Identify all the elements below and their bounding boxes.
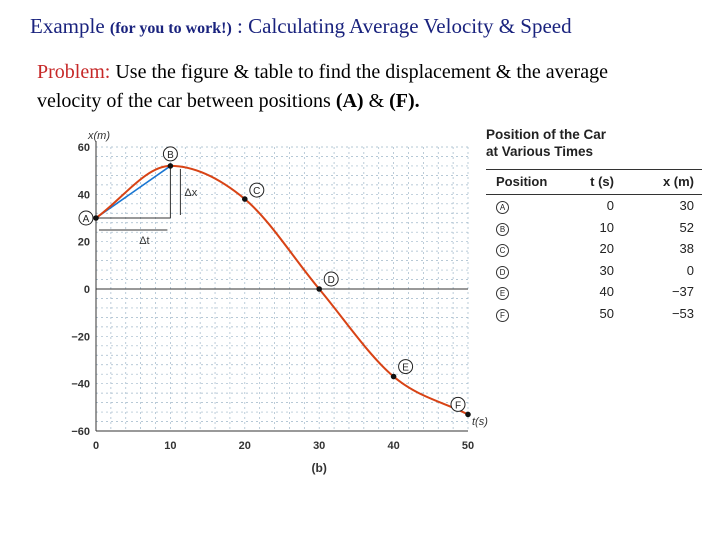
x-tick-label: 40 bbox=[387, 440, 399, 452]
point-marker-label: F bbox=[455, 400, 461, 411]
table-row: B 10 52 bbox=[486, 217, 702, 239]
problem-text: Use the figure & table to find the displ… bbox=[37, 61, 608, 112]
point-marker-circle bbox=[450, 396, 466, 412]
table-header: Position t (s) x (m) bbox=[486, 169, 702, 195]
cell-position: −37 bbox=[671, 284, 694, 300]
cell-position: 38 bbox=[679, 241, 694, 257]
position-table: Position of the Car at Various Times Pos… bbox=[486, 126, 702, 325]
table-caption-line1: Position of the Car bbox=[486, 127, 607, 142]
cell-position: −53 bbox=[671, 305, 694, 321]
problem-statement: Problem: Use the figure & table to find … bbox=[37, 58, 677, 116]
point-marker-label: D bbox=[328, 275, 335, 286]
point-marker-circle bbox=[323, 271, 339, 287]
delta-x-label: Δx bbox=[184, 187, 197, 199]
title-rest: : Calculating Average Velocity & Speed bbox=[237, 14, 572, 38]
position-marker-f: F bbox=[496, 308, 509, 322]
x-axis-label: t(s) bbox=[472, 416, 488, 428]
table-caption-line2: at Various Times bbox=[486, 144, 594, 159]
y-tick-label: −20 bbox=[71, 331, 90, 343]
point-marker-label: C bbox=[253, 186, 260, 197]
data-point bbox=[242, 196, 248, 202]
y-tick-label: 60 bbox=[78, 142, 90, 154]
position-marker-b: B bbox=[496, 222, 509, 236]
position-marker-d: D bbox=[496, 265, 509, 279]
point-marker-label: A bbox=[83, 214, 90, 225]
data-points: A B C D E F bbox=[78, 146, 471, 418]
delta-t-label: Δt bbox=[139, 235, 149, 247]
figure-caption: (b) bbox=[312, 461, 327, 475]
y-tick-label: 40 bbox=[78, 189, 90, 201]
table-row: E 40 −37 bbox=[486, 281, 702, 303]
data-point bbox=[316, 286, 323, 292]
data-point bbox=[93, 215, 99, 221]
point-marker-circle bbox=[162, 146, 178, 162]
x-tick-label: 20 bbox=[239, 440, 251, 452]
point-marker-circle bbox=[249, 182, 265, 198]
header-position-value: x (m) bbox=[662, 174, 694, 189]
cell-time: 0 bbox=[606, 198, 614, 213]
table-row: F 50 −53 bbox=[486, 303, 702, 325]
problem-label: Problem: bbox=[37, 61, 111, 83]
cell-time: 10 bbox=[599, 219, 614, 235]
data-point bbox=[390, 373, 397, 380]
y-tick-label: −60 bbox=[71, 426, 90, 438]
table-row: D 30 0 bbox=[486, 260, 702, 282]
cell-time: 50 bbox=[599, 305, 614, 321]
point-marker-label: E bbox=[402, 363, 409, 374]
table-row: C 20 38 bbox=[486, 238, 702, 260]
axes bbox=[95, 141, 468, 432]
header-position: Position bbox=[496, 174, 548, 189]
y-axis-label: x(m) bbox=[87, 130, 110, 142]
y-tick-label: 20 bbox=[78, 237, 90, 249]
table-caption: Position of the Car at Various Times bbox=[486, 126, 702, 160]
position-time-graph: Δx Δt A B C D E F 0 10 20 30 40 50 60 40 20 0 −20 −40 −60 x… bbox=[71, 130, 488, 475]
point-marker-circle bbox=[78, 210, 94, 226]
slide-title: Example (for you to work!) : Calculating… bbox=[30, 14, 710, 39]
data-point bbox=[465, 411, 471, 418]
point-marker-circle bbox=[398, 359, 414, 375]
position-marker-a: A bbox=[496, 201, 509, 214]
cell-time: 20 bbox=[599, 241, 614, 257]
problem-amp: & bbox=[368, 90, 385, 112]
x-tick-label: 50 bbox=[462, 440, 474, 452]
annotations: Δx Δt bbox=[95, 165, 198, 247]
cell-time: 30 bbox=[599, 262, 614, 278]
x-tick-label: 0 bbox=[93, 440, 99, 452]
y-tick-label: 0 bbox=[84, 284, 90, 296]
cell-time: 40 bbox=[599, 284, 614, 300]
title-note: (for you to work!) bbox=[109, 20, 232, 37]
position-curve bbox=[95, 164, 469, 416]
x-tick-label: 30 bbox=[313, 440, 325, 452]
cell-position: 52 bbox=[679, 219, 694, 235]
position-marker-c: C bbox=[496, 244, 509, 258]
x-tick-label: 10 bbox=[164, 440, 176, 452]
point-marker-label: B bbox=[167, 150, 174, 161]
data-point bbox=[167, 163, 174, 169]
problem-pos-a: (A) bbox=[335, 90, 364, 112]
header-time: t (s) bbox=[590, 174, 614, 189]
title-example: Example bbox=[30, 14, 105, 38]
problem-pos-f: (F). bbox=[389, 90, 420, 112]
y-tick-label: −40 bbox=[71, 379, 90, 391]
cell-position: 0 bbox=[686, 262, 694, 278]
axis-labels: 0 10 20 30 40 50 60 40 20 0 −20 −40 −60 x(m) t(s) (b) bbox=[71, 130, 488, 475]
cell-position: 30 bbox=[679, 198, 694, 213]
position-marker-e: E bbox=[496, 287, 509, 301]
table-row: A 0 30 bbox=[486, 195, 702, 217]
